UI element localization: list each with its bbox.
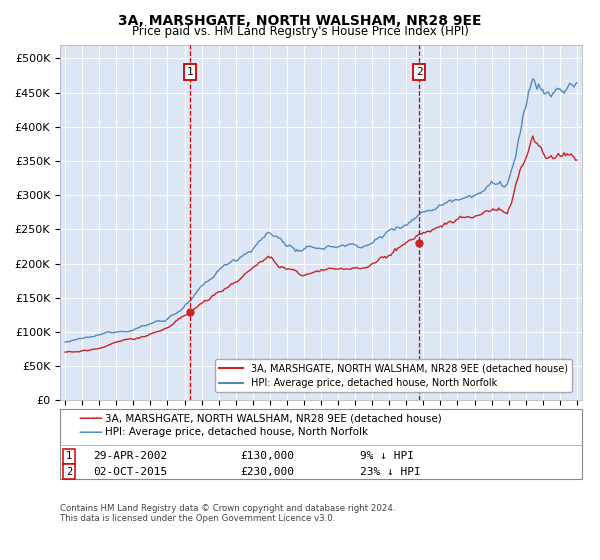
Text: 23% ↓ HPI: 23% ↓ HPI xyxy=(360,466,421,477)
Text: 3A, MARSHGATE, NORTH WALSHAM, NR28 9EE (detached house): 3A, MARSHGATE, NORTH WALSHAM, NR28 9EE (… xyxy=(105,414,442,424)
Text: £230,000: £230,000 xyxy=(240,466,294,477)
Text: 1: 1 xyxy=(66,451,72,461)
Text: HPI: Average price, detached house, North Norfolk: HPI: Average price, detached house, Nort… xyxy=(105,427,368,437)
Text: 2: 2 xyxy=(416,67,422,77)
Text: 9% ↓ HPI: 9% ↓ HPI xyxy=(360,451,414,461)
Text: ——: —— xyxy=(78,412,103,426)
Text: 29-APR-2002: 29-APR-2002 xyxy=(93,451,167,461)
Point xyxy=(414,239,424,248)
Text: 02-OCT-2015: 02-OCT-2015 xyxy=(93,466,167,477)
Text: Price paid vs. HM Land Registry's House Price Index (HPI): Price paid vs. HM Land Registry's House … xyxy=(131,25,469,38)
Text: £130,000: £130,000 xyxy=(240,451,294,461)
Text: 1: 1 xyxy=(187,67,194,77)
Legend: 3A, MARSHGATE, NORTH WALSHAM, NR28 9EE (detached house), HPI: Average price, det: 3A, MARSHGATE, NORTH WALSHAM, NR28 9EE (… xyxy=(215,360,572,392)
Text: ——: —— xyxy=(78,426,103,439)
Text: 3A, MARSHGATE, NORTH WALSHAM, NR28 9EE: 3A, MARSHGATE, NORTH WALSHAM, NR28 9EE xyxy=(118,14,482,28)
Text: Contains HM Land Registry data © Crown copyright and database right 2024.
This d: Contains HM Land Registry data © Crown c… xyxy=(60,504,395,524)
Point xyxy=(185,307,195,316)
Text: 2: 2 xyxy=(66,466,72,477)
